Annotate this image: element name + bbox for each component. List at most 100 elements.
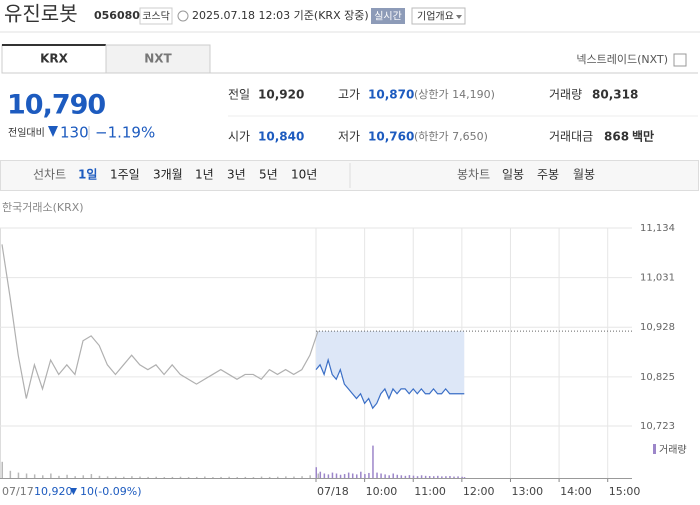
volume-bar	[260, 476, 263, 478]
stat-label: 시가	[228, 130, 250, 144]
volume-bar	[25, 473, 28, 478]
volume-bar	[293, 476, 295, 478]
x-tick-label: 07/18	[317, 485, 349, 498]
volume-bar	[33, 474, 36, 478]
volume-bar	[204, 476, 206, 478]
period-option[interactable]: 일봉	[502, 168, 524, 182]
volume-bar	[17, 472, 20, 478]
volume-bar	[351, 473, 354, 478]
period-option[interactable]: 1일	[78, 168, 97, 182]
tab[interactable]: NXT	[144, 52, 172, 66]
clock-icon	[177, 10, 189, 22]
x-tick-label: 13:00	[511, 485, 543, 498]
y-tick-label: 10,825	[640, 372, 675, 383]
period-option[interactable]: 월봉	[573, 168, 595, 182]
volume-bar	[317, 473, 320, 478]
legend-swatch	[653, 444, 656, 454]
volume-bar	[404, 475, 407, 478]
volume-bar	[50, 473, 52, 478]
volume-bar	[244, 476, 247, 478]
company-box[interactable]	[411, 7, 466, 25]
market-badge: 코스닥	[142, 11, 170, 23]
volume-bar	[319, 471, 322, 478]
period-option[interactable]: 10년	[291, 168, 317, 182]
down-arrow	[70, 488, 77, 495]
volume-bar	[376, 472, 378, 478]
volume-bar	[408, 475, 411, 478]
price-line	[1, 244, 319, 399]
footer-close: 10,920	[34, 485, 73, 498]
volume-bar	[445, 476, 447, 478]
volume-bar	[66, 474, 68, 478]
volume-bar	[252, 477, 255, 478]
x-tick-label: 15:00	[609, 485, 641, 498]
volume-bar	[58, 475, 60, 478]
tab[interactable]: KRX	[40, 52, 69, 66]
volume-bar	[432, 476, 435, 478]
volume-bar	[98, 475, 101, 478]
volume-bar	[449, 476, 451, 478]
volume-bar	[335, 473, 338, 478]
x-tick-label: 11:00	[414, 485, 446, 498]
stat-value: 10,870	[368, 88, 414, 102]
volume-bar	[457, 476, 459, 478]
volume-bar	[228, 476, 230, 478]
volume-bar	[392, 473, 394, 478]
stat-value: 10,840	[258, 130, 304, 144]
stat-value: 10,760	[368, 130, 414, 144]
current-price: 10,790	[7, 90, 105, 121]
period-option[interactable]: 1주일	[110, 168, 140, 182]
x-tick-label: 14:00	[560, 485, 592, 498]
volume-bar	[420, 475, 423, 478]
period-label: 봉차트	[457, 168, 490, 182]
volume-bar	[179, 476, 182, 478]
volume-bar	[463, 477, 466, 478]
footer-date: 07/17	[2, 485, 34, 498]
period-option[interactable]: 주봉	[537, 168, 559, 182]
volume-bar	[453, 476, 455, 478]
stat-label: 거래량	[549, 88, 582, 102]
stat-note: (하한가 7,650)	[414, 129, 488, 143]
volume-bar	[114, 476, 117, 478]
footer-change: 10	[80, 485, 94, 498]
stat-label: 저가	[338, 130, 360, 144]
volume-bar	[428, 476, 431, 478]
volume-bar	[74, 476, 76, 478]
period-option[interactable]: 5년	[259, 168, 278, 182]
legend-label: 거래량	[659, 444, 687, 456]
period-option[interactable]: 1년	[195, 168, 214, 182]
link-icon	[673, 53, 687, 67]
volume-bar	[42, 475, 44, 478]
volume-bar	[396, 474, 399, 478]
realtime-box	[371, 8, 405, 24]
source: 한국거래소(KRX)	[2, 201, 84, 214]
y-tick-label: 10,928	[640, 322, 675, 333]
stat-value: 10,920	[258, 88, 304, 102]
change: 130	[60, 124, 89, 142]
volume-bar	[187, 477, 190, 478]
stat-value: 80,318	[592, 88, 638, 102]
volume-bar	[347, 472, 350, 478]
y-tick-label: 10,723	[640, 421, 675, 432]
volume-bar	[309, 475, 311, 478]
volume-bar	[1, 461, 3, 478]
tab-box[interactable]	[105, 44, 211, 74]
x-tick-label: 10:00	[366, 485, 398, 498]
period-option[interactable]: 3개월	[153, 168, 183, 182]
change-area	[316, 331, 465, 409]
period-option[interactable]: 3년	[227, 168, 246, 182]
volume-bar	[356, 474, 358, 478]
nxt-link[interactable]: 넥스트레이드(NXT)	[576, 53, 668, 66]
volume-bar	[82, 475, 85, 478]
company-info[interactable]: 기업개요	[417, 10, 454, 23]
volume-bar	[212, 477, 214, 478]
stat-note: (상한가 14,190)	[414, 88, 495, 101]
volume-bar	[441, 476, 443, 478]
stock-name: 유진로봇	[4, 2, 78, 26]
stat-label: 전일	[228, 88, 250, 102]
period-label: 선차트	[33, 168, 66, 182]
volume-bar	[364, 474, 366, 478]
x-tick-label: 12:00	[463, 485, 495, 498]
